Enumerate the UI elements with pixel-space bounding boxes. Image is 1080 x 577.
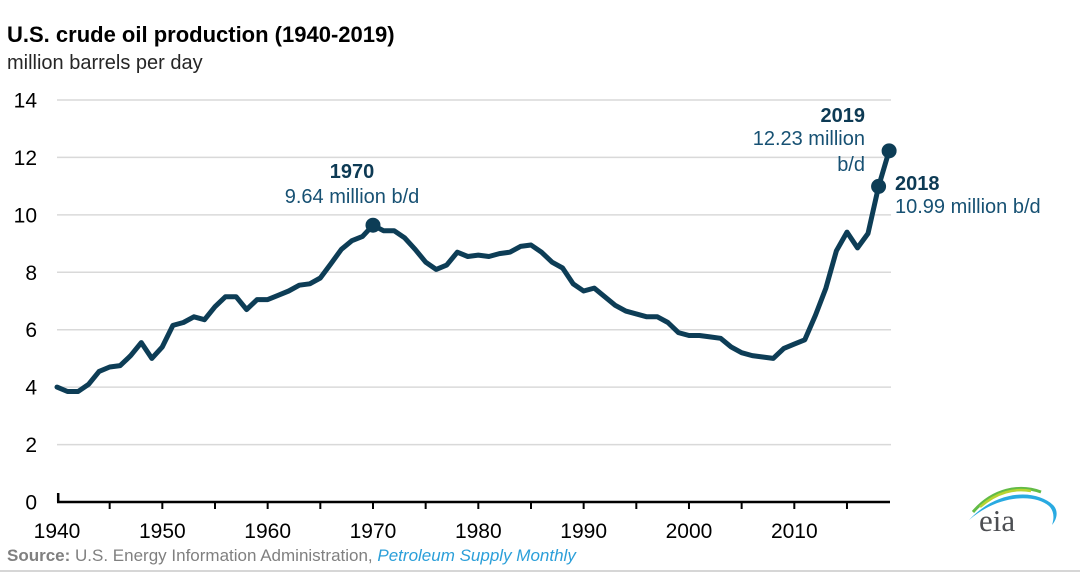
eia-logo-graphic: eia [969, 487, 1057, 538]
annotation-year-2018: 2018 [895, 173, 940, 195]
y-tick-label-10: 10 [14, 204, 37, 227]
y-tick-label-8: 8 [25, 262, 37, 285]
production-line [54, 148, 892, 394]
data-point-marker-2019 [881, 143, 897, 159]
source-text: U.S. Energy Information Administration, [70, 546, 378, 565]
eia-logo-green-arc [971, 487, 1042, 513]
data-point-marker-2018 [871, 178, 887, 194]
chart-title: U.S. crude oil production (1940-2019) [7, 22, 395, 47]
x-tick-label-1990: 1990 [560, 520, 607, 543]
x-tick-label-1940: 1940 [34, 520, 81, 543]
source-link[interactable]: Petroleum Supply Monthly [377, 546, 576, 565]
source-label: Source: [7, 546, 71, 565]
x-tick-label-2000: 2000 [666, 520, 713, 543]
y-tick-label-12: 12 [14, 147, 37, 170]
x-tick-label-1960: 1960 [244, 520, 291, 543]
y-tick-label-6: 6 [25, 319, 37, 342]
x-tick-label-2010: 2010 [771, 520, 818, 543]
annotation-value-1970-line1: 9.64 million b/d [285, 186, 420, 208]
x-tick-label-1980: 1980 [455, 520, 502, 543]
annotation-value-2019-line1: 12.23 million [753, 128, 865, 150]
source-line: Source: U.S. Energy Information Administ… [7, 546, 576, 566]
data-point-marker-1970 [365, 217, 381, 233]
y-tick-label-0: 0 [25, 492, 37, 515]
annotation-year-1970: 1970 [330, 161, 375, 183]
annotation-value-2019-line2: b/d [837, 154, 865, 176]
y-tick-label-14: 14 [14, 90, 38, 113]
annotation-value-2018-line1: 10.99 million b/d [895, 196, 1041, 218]
eia-logo-yellowgreen-arc [979, 488, 1032, 508]
y-tick-label-2: 2 [25, 434, 37, 457]
chart-subtitle: million barrels per day [7, 52, 203, 74]
y-tick-label-4: 4 [25, 377, 37, 400]
line-chart: 0 2 4 6 8 10 12 14 1940 1950 1960 1970 1980 1990 2000 2… [14, 90, 1041, 543]
bottom-divider [0, 570, 1080, 572]
eia-logo[interactable]: eia [963, 479, 1063, 538]
x-tick-label-1970: 1970 [350, 520, 397, 543]
x-tick-label-1950: 1950 [139, 520, 186, 543]
eia-logo-text: eia [979, 503, 1015, 535]
annotation-year-2019: 2019 [821, 105, 866, 127]
